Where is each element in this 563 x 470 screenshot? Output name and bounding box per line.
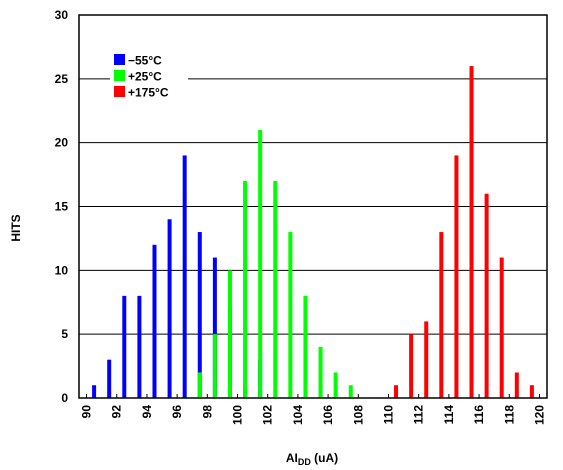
y-tick-label: 20 xyxy=(55,136,69,150)
y-axis-ticks: 0 5 10 15 20 25 30 xyxy=(55,8,69,405)
legend-swatch xyxy=(114,54,125,65)
bar xyxy=(243,180,248,398)
bar xyxy=(107,359,112,398)
bar xyxy=(318,346,323,398)
legend-label: +175°C xyxy=(128,86,169,100)
x-tick-label: 92 xyxy=(110,405,124,419)
bar xyxy=(152,244,157,398)
x-axis-ticks: 90 92 94 96 98 100 102 104 106 108 110 112 114 116 118… xyxy=(80,394,546,425)
plot-frame xyxy=(78,14,548,399)
bars xyxy=(92,66,534,399)
legend-swatch xyxy=(114,86,125,97)
x-tick-label: 104 xyxy=(291,405,305,425)
bar xyxy=(258,129,263,398)
bar xyxy=(212,334,217,398)
legend: −55°C +25°C +175°C xyxy=(110,50,188,104)
bar xyxy=(454,155,459,398)
bar xyxy=(227,270,232,398)
bar xyxy=(137,295,142,398)
legend-swatch xyxy=(114,70,125,81)
x-tick-label: 116 xyxy=(472,405,486,425)
bar xyxy=(182,155,187,398)
x-tick-label: 102 xyxy=(261,405,275,425)
bar xyxy=(288,232,293,398)
legend-label: −55°C xyxy=(128,54,162,68)
y-tick-label: 5 xyxy=(61,327,68,341)
bar xyxy=(167,219,172,398)
bar xyxy=(424,321,429,398)
x-tick-label: 110 xyxy=(381,405,395,425)
bar xyxy=(348,385,353,398)
bar xyxy=(333,372,338,398)
x-tick-label: 100 xyxy=(231,405,245,425)
x-axis-title-main: AI xyxy=(286,451,298,465)
x-tick-label: 90 xyxy=(80,405,94,419)
bar xyxy=(212,257,217,398)
bar xyxy=(469,66,474,399)
bar xyxy=(122,295,127,398)
bar xyxy=(514,372,519,398)
y-tick-label: 10 xyxy=(55,263,69,277)
x-tick-label: 114 xyxy=(442,405,456,425)
y-tick-label: 15 xyxy=(55,200,69,214)
x-axis-title-unit: (uA) xyxy=(311,451,338,465)
bar xyxy=(273,180,278,398)
y-tick-label: 0 xyxy=(61,391,68,405)
x-tick-label: 94 xyxy=(140,405,154,419)
x-axis-title-subscript: DD xyxy=(298,457,311,467)
bar xyxy=(303,295,308,398)
bar xyxy=(394,385,399,398)
x-tick-label: 106 xyxy=(321,405,335,425)
bar xyxy=(484,193,489,398)
x-tick-label: 112 xyxy=(412,405,426,425)
bar xyxy=(92,385,97,398)
x-tick-label: 120 xyxy=(532,405,546,425)
x-tick-label: 108 xyxy=(351,405,365,425)
y-tick-label: 25 xyxy=(55,72,69,86)
bar xyxy=(409,334,414,398)
bar xyxy=(439,232,444,398)
bar xyxy=(197,372,202,398)
x-tick-label: 98 xyxy=(200,405,214,419)
legend-label: +25°C xyxy=(128,70,162,84)
gridlines xyxy=(79,78,547,335)
x-axis-title: AIDD (uA) xyxy=(286,451,338,467)
x-tick-label: 96 xyxy=(170,405,184,419)
y-tick-label: 30 xyxy=(55,8,69,22)
x-tick-label: 118 xyxy=(502,405,516,425)
y-axis-title: HITS xyxy=(9,214,23,241)
bar xyxy=(529,385,534,398)
bar xyxy=(197,232,202,398)
bar xyxy=(499,257,504,398)
